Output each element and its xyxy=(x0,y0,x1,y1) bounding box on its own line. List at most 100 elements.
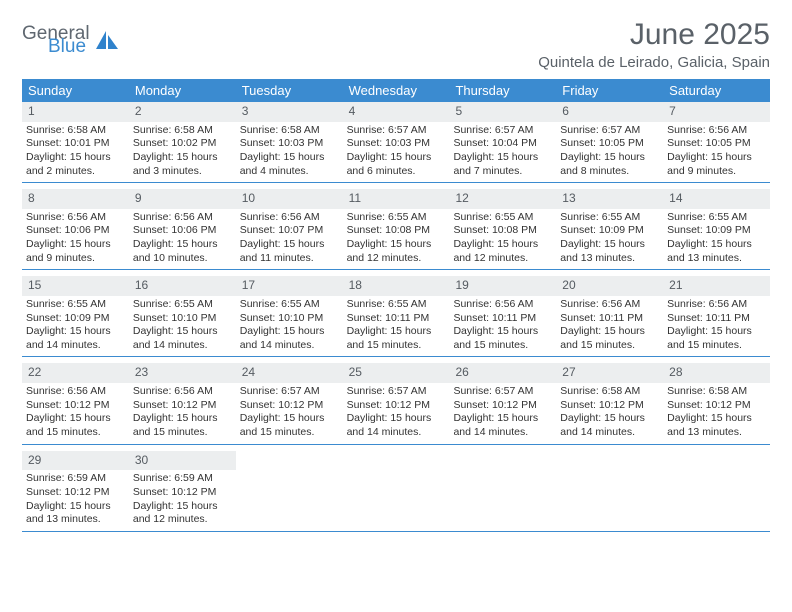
day-number: 23 xyxy=(129,363,236,383)
sail-icon xyxy=(94,29,122,51)
daylight-line: Daylight: 15 hours and 13 minutes. xyxy=(667,238,766,265)
day-body: Sunrise: 6:57 AMSunset: 10:03 PMDaylight… xyxy=(343,124,450,179)
day-body: Sunrise: 6:56 AMSunset: 10:11 PMDaylight… xyxy=(449,298,556,353)
day-number: 11 xyxy=(343,189,450,209)
day-body: Sunrise: 6:56 AMSunset: 10:06 PMDaylight… xyxy=(22,211,129,266)
day-cell: 18Sunrise: 6:55 AMSunset: 10:11 PMDaylig… xyxy=(343,276,450,356)
sunset-line: Sunset: 10:02 PM xyxy=(133,137,232,151)
sunset-line: Sunset: 10:12 PM xyxy=(133,486,232,500)
week-row: 29Sunrise: 6:59 AMSunset: 10:12 PMDaylig… xyxy=(22,451,770,532)
sunrise-line: Sunrise: 6:56 AM xyxy=(560,298,659,312)
day-number: 16 xyxy=(129,276,236,296)
sunset-line: Sunset: 10:08 PM xyxy=(453,224,552,238)
day-number: 19 xyxy=(449,276,556,296)
sunset-line: Sunset: 10:12 PM xyxy=(240,399,339,413)
day-cell: 14Sunrise: 6:55 AMSunset: 10:09 PMDaylig… xyxy=(663,189,770,269)
day-cell: 25Sunrise: 6:57 AMSunset: 10:12 PMDaylig… xyxy=(343,363,450,443)
header-row: General Blue June 2025 Quintela de Leira… xyxy=(22,18,770,71)
sunset-line: Sunset: 10:05 PM xyxy=(560,137,659,151)
daylight-line: Daylight: 15 hours and 12 minutes. xyxy=(453,238,552,265)
day-number: 5 xyxy=(449,102,556,122)
week-row: 22Sunrise: 6:56 AMSunset: 10:12 PMDaylig… xyxy=(22,363,770,444)
sunrise-line: Sunrise: 6:56 AM xyxy=(667,298,766,312)
sunset-line: Sunset: 10:12 PM xyxy=(453,399,552,413)
day-number: 2 xyxy=(129,102,236,122)
sunrise-line: Sunrise: 6:58 AM xyxy=(560,385,659,399)
sunrise-line: Sunrise: 6:55 AM xyxy=(240,298,339,312)
day-number: 12 xyxy=(449,189,556,209)
daylight-line: Daylight: 15 hours and 15 minutes. xyxy=(240,412,339,439)
day-body: Sunrise: 6:56 AMSunset: 10:07 PMDaylight… xyxy=(236,211,343,266)
sunset-line: Sunset: 10:06 PM xyxy=(26,224,125,238)
weekday-saturday: Saturday xyxy=(663,79,770,102)
day-cell: 20Sunrise: 6:56 AMSunset: 10:11 PMDaylig… xyxy=(556,276,663,356)
weekday-sunday: Sunday xyxy=(22,79,129,102)
page-title: June 2025 xyxy=(538,18,770,52)
location-text: Quintela de Leirado, Galicia, Spain xyxy=(538,54,770,71)
day-body: Sunrise: 6:56 AMSunset: 10:12 PMDaylight… xyxy=(22,385,129,440)
sunset-line: Sunset: 10:08 PM xyxy=(347,224,446,238)
weekday-header: SundayMondayTuesdayWednesdayThursdayFrid… xyxy=(22,79,770,102)
sunrise-line: Sunrise: 6:57 AM xyxy=(240,385,339,399)
weekday-thursday: Thursday xyxy=(449,79,556,102)
sunset-line: Sunset: 10:12 PM xyxy=(560,399,659,413)
weekday-friday: Friday xyxy=(556,79,663,102)
day-cell: 23Sunrise: 6:56 AMSunset: 10:12 PMDaylig… xyxy=(129,363,236,443)
day-number: 26 xyxy=(449,363,556,383)
day-body: Sunrise: 6:56 AMSunset: 10:06 PMDaylight… xyxy=(129,211,236,266)
day-number: 13 xyxy=(556,189,663,209)
day-number: 4 xyxy=(343,102,450,122)
sunrise-line: Sunrise: 6:55 AM xyxy=(453,211,552,225)
day-cell xyxy=(556,451,663,531)
sunset-line: Sunset: 10:03 PM xyxy=(347,137,446,151)
daylight-line: Daylight: 15 hours and 13 minutes. xyxy=(560,238,659,265)
daylight-line: Daylight: 15 hours and 12 minutes. xyxy=(347,238,446,265)
day-cell: 22Sunrise: 6:56 AMSunset: 10:12 PMDaylig… xyxy=(22,363,129,443)
daylight-line: Daylight: 15 hours and 14 minutes. xyxy=(133,325,232,352)
day-body: Sunrise: 6:55 AMSunset: 10:08 PMDaylight… xyxy=(449,211,556,266)
day-cell: 3Sunrise: 6:58 AMSunset: 10:03 PMDayligh… xyxy=(236,102,343,182)
day-cell: 27Sunrise: 6:58 AMSunset: 10:12 PMDaylig… xyxy=(556,363,663,443)
sunrise-line: Sunrise: 6:56 AM xyxy=(26,385,125,399)
sunrise-line: Sunrise: 6:57 AM xyxy=(453,124,552,138)
sunset-line: Sunset: 10:10 PM xyxy=(240,312,339,326)
day-body: Sunrise: 6:59 AMSunset: 10:12 PMDaylight… xyxy=(129,472,236,527)
sunrise-line: Sunrise: 6:55 AM xyxy=(347,298,446,312)
sunset-line: Sunset: 10:03 PM xyxy=(240,137,339,151)
title-block: June 2025 Quintela de Leirado, Galicia, … xyxy=(538,18,770,71)
day-body: Sunrise: 6:55 AMSunset: 10:11 PMDaylight… xyxy=(343,298,450,353)
day-body: Sunrise: 6:58 AMSunset: 10:12 PMDaylight… xyxy=(663,385,770,440)
sunrise-line: Sunrise: 6:58 AM xyxy=(667,385,766,399)
day-cell: 7Sunrise: 6:56 AMSunset: 10:05 PMDayligh… xyxy=(663,102,770,182)
sunrise-line: Sunrise: 6:56 AM xyxy=(240,211,339,225)
sunrise-line: Sunrise: 6:55 AM xyxy=(133,298,232,312)
day-number: 29 xyxy=(22,451,129,471)
day-number: 9 xyxy=(129,189,236,209)
week-row: 1Sunrise: 6:58 AMSunset: 10:01 PMDayligh… xyxy=(22,102,770,183)
sunrise-line: Sunrise: 6:55 AM xyxy=(26,298,125,312)
day-body: Sunrise: 6:59 AMSunset: 10:12 PMDaylight… xyxy=(22,472,129,527)
sunset-line: Sunset: 10:07 PM xyxy=(240,224,339,238)
sunset-line: Sunset: 10:11 PM xyxy=(667,312,766,326)
sunrise-line: Sunrise: 6:57 AM xyxy=(453,385,552,399)
sunrise-line: Sunrise: 6:58 AM xyxy=(133,124,232,138)
sunset-line: Sunset: 10:12 PM xyxy=(26,486,125,500)
day-number: 1 xyxy=(22,102,129,122)
week-row: 8Sunrise: 6:56 AMSunset: 10:06 PMDayligh… xyxy=(22,189,770,270)
sunset-line: Sunset: 10:05 PM xyxy=(667,137,766,151)
daylight-line: Daylight: 15 hours and 15 minutes. xyxy=(453,325,552,352)
day-body: Sunrise: 6:58 AMSunset: 10:12 PMDaylight… xyxy=(556,385,663,440)
day-body: Sunrise: 6:57 AMSunset: 10:12 PMDaylight… xyxy=(236,385,343,440)
day-body: Sunrise: 6:55 AMSunset: 10:08 PMDaylight… xyxy=(343,211,450,266)
day-number: 14 xyxy=(663,189,770,209)
daylight-line: Daylight: 15 hours and 15 minutes. xyxy=(26,412,125,439)
sunrise-line: Sunrise: 6:55 AM xyxy=(560,211,659,225)
day-cell: 26Sunrise: 6:57 AMSunset: 10:12 PMDaylig… xyxy=(449,363,556,443)
day-cell: 29Sunrise: 6:59 AMSunset: 10:12 PMDaylig… xyxy=(22,451,129,531)
day-number: 21 xyxy=(663,276,770,296)
day-cell: 13Sunrise: 6:55 AMSunset: 10:09 PMDaylig… xyxy=(556,189,663,269)
day-number: 27 xyxy=(556,363,663,383)
daylight-line: Daylight: 15 hours and 9 minutes. xyxy=(667,151,766,178)
day-body: Sunrise: 6:55 AMSunset: 10:10 PMDaylight… xyxy=(236,298,343,353)
daylight-line: Daylight: 15 hours and 15 minutes. xyxy=(560,325,659,352)
